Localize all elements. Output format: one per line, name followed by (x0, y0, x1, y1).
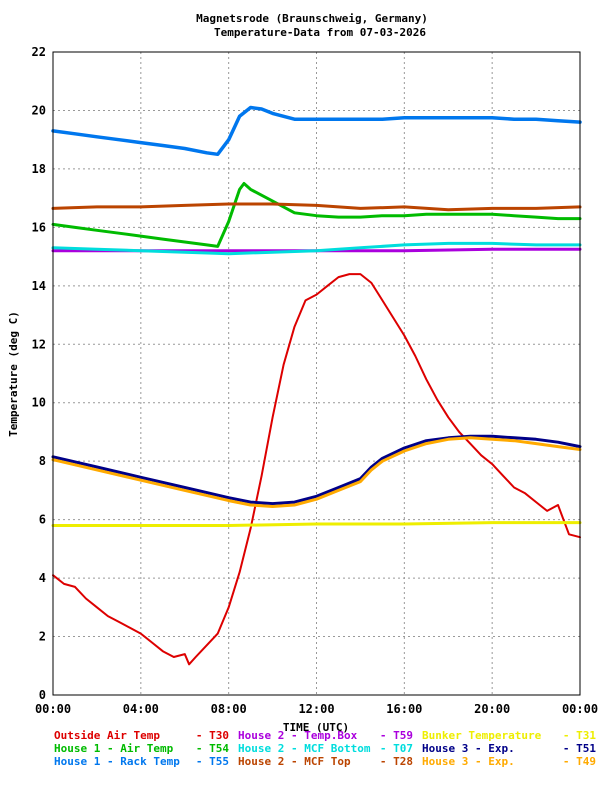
series-line-t54 (51, 182, 582, 248)
legend-label: House 3 - Exp. (422, 755, 515, 768)
legend-code: - T55 (196, 755, 229, 768)
series-line-t31 (51, 521, 582, 527)
x-tick-label: 12:00 (298, 702, 334, 716)
legend-code: - T54 (196, 742, 229, 755)
series-line-t51 (51, 434, 582, 506)
x-axis-label: TIME (UTC) (283, 721, 349, 734)
y-tick-label: 0 (39, 688, 46, 702)
series-line-t07 (51, 241, 582, 256)
y-tick-label: 14 (32, 279, 46, 293)
y-tick-label: 20 (32, 103, 46, 117)
y-tick-label: 4 (39, 571, 46, 585)
series-line-t55 (51, 105, 582, 157)
grid (53, 52, 580, 695)
chart-subtitle: Temperature-Data from 07-03-2026 (214, 26, 426, 39)
y-tick-labels: 0 2 4 6 8 10 12 14 16 18 20 22 (32, 45, 46, 702)
legend-label: House 2 - Temp.Box (238, 729, 358, 742)
legend-code: - T49 (563, 755, 596, 768)
legend-label: Outside Air Temp (54, 729, 160, 742)
legend-label: House 2 - MCF Top (238, 755, 351, 768)
y-tick-label: 10 (32, 396, 46, 410)
legend-code: - T51 (563, 742, 596, 755)
x-tick-label: 00:00 (562, 702, 598, 716)
y-axis-label: Temperature (deg C) (7, 311, 20, 437)
x-tick-label: 08:00 (211, 702, 247, 716)
y-tick-label: 18 (32, 162, 46, 176)
legend-label: Bunker Temperature (422, 729, 542, 742)
legend-label: House 3 - Exp. (422, 742, 515, 755)
legend-label: House 1 - Air Temp (54, 742, 174, 755)
y-tick-label: 6 (39, 513, 46, 527)
legend-label: House 1 - Rack Temp (54, 755, 180, 768)
y-tick-label: 22 (32, 45, 46, 59)
x-tick-labels: 00:00 04:00 08:00 12:00 16:00 20:00 00:00 (35, 702, 598, 716)
y-tick-label: 16 (32, 220, 46, 234)
series-line-t49 (51, 436, 582, 508)
x-tick-label: 20:00 (474, 702, 510, 716)
x-tick-label: 00:00 (35, 702, 71, 716)
y-tick-label: 12 (32, 337, 46, 351)
legend-code: - T31 (563, 729, 596, 742)
y-tick-label: 8 (39, 454, 46, 468)
legend-code: - T59 (380, 729, 413, 742)
series-line-t30 (52, 273, 581, 666)
series-line-t28 (51, 202, 582, 212)
y-tick-label: 2 (39, 630, 46, 644)
legend-label: House 2 - MCF Bottom (238, 742, 371, 755)
legend-code: - T07 (380, 742, 413, 755)
x-tick-label: 16:00 (386, 702, 422, 716)
chart-title: Magnetsrode (Braunschweig, Germany) (196, 12, 428, 25)
legend: Outside Air Temp - T30 House 2 - Temp.Box -… (54, 729, 596, 768)
x-tick-label: 04:00 (123, 702, 159, 716)
legend-code: - T28 (380, 755, 413, 768)
series-layer (51, 105, 582, 666)
plot-frame (52, 51, 581, 696)
legend-code: - T30 (196, 729, 229, 742)
